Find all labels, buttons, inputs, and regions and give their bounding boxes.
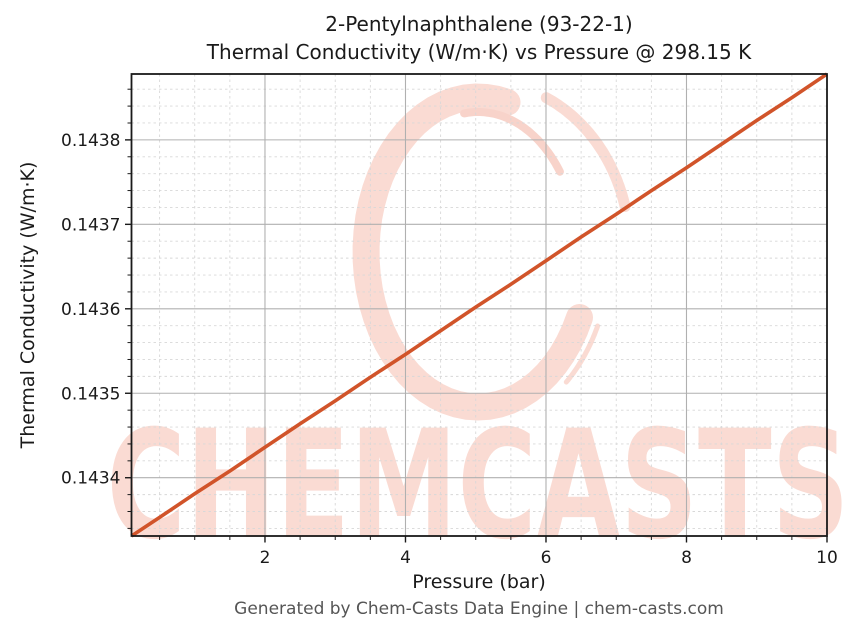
axes-spines	[130, 73, 828, 537]
y-tick-label: 0.1436	[61, 300, 120, 320]
data-line-series	[130, 72, 829, 538]
y-tick-label: 0.1437	[61, 215, 120, 235]
chart-title: 2-Pentylnaphthalene (93-22-1) Thermal Co…	[131, 10, 827, 66]
x-axis-label: Pressure (bar)	[412, 571, 546, 593]
x-tick-label: 8	[681, 548, 692, 568]
major-gridlines	[131, 74, 828, 536]
x-tick-label: 4	[400, 548, 411, 568]
minor-gridlines	[131, 74, 827, 536]
chart-title-line2: Thermal Conductivity (W/m·K) vs Pressure…	[206, 40, 752, 64]
y-tick-label: 0.1434	[61, 469, 120, 489]
y-tick-label: 0.1435	[61, 384, 120, 404]
axis-ticks	[125, 88, 828, 543]
x-tick-label: 10	[816, 548, 838, 568]
x-tick-label: 6	[541, 548, 552, 568]
watermark-text: CHEMCASTS	[107, 398, 850, 572]
chart-title-line1: 2-Pentylnaphthalene (93-22-1)	[325, 12, 633, 36]
footer-credit: Generated by Chem-Casts Data Engine | ch…	[234, 599, 724, 619]
x-tick-label: 2	[260, 548, 271, 568]
axis-tick-labels: 2 4 6 8 10 0.1434 0.1435 0.1436 0.1437 0.1438	[61, 131, 838, 568]
y-tick-label: 0.1438	[61, 131, 120, 151]
chemcasts-brush-ring-logo-icon	[352, 83, 631, 421]
